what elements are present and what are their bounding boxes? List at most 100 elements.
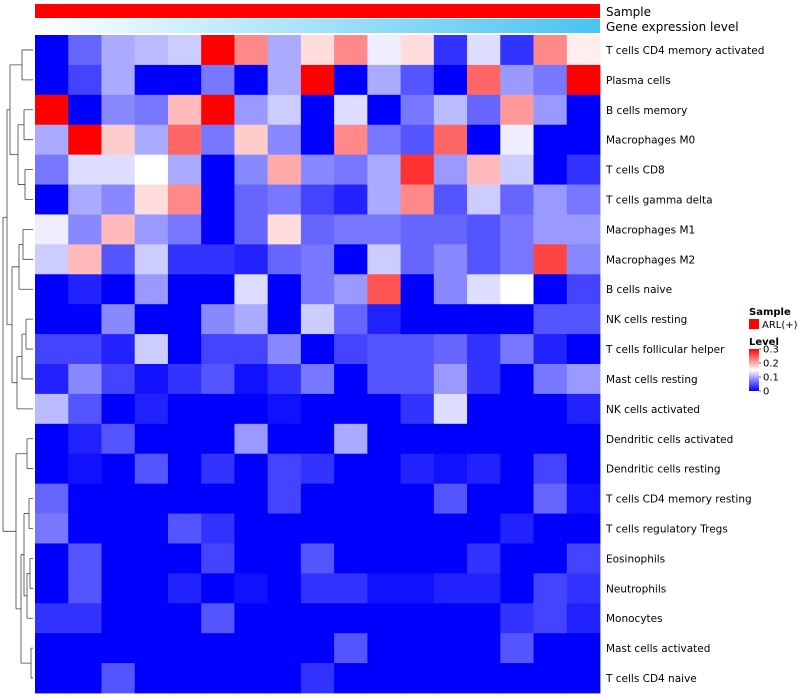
heatmap-cell	[467, 64, 501, 96]
heatmap-cell	[201, 35, 235, 66]
heatmap-cell	[68, 334, 102, 365]
heatmap-cell	[533, 573, 568, 604]
heatmap-cell	[566, 274, 601, 305]
heatmap-cell	[101, 154, 136, 185]
heatmap-cell	[134, 603, 169, 634]
heatmap-cell	[433, 573, 468, 604]
heatmap-cell	[533, 603, 568, 634]
heatmap-cell	[533, 453, 568, 485]
heatmap-cell	[101, 483, 136, 514]
legend: Sample ARL(+) Level 0.3 0.2 0.1 0	[749, 307, 798, 398]
heatmap-cell	[533, 64, 568, 96]
heatmap-cell	[533, 35, 568, 66]
heatmap-cell	[467, 184, 501, 215]
row-label: NK cells activated	[606, 404, 700, 416]
heatmap-cell	[467, 573, 501, 604]
heatmap-cell	[35, 663, 69, 694]
heatmap-cell	[134, 304, 169, 335]
heatmap-cell	[367, 543, 401, 574]
heatmap-cell	[68, 154, 102, 185]
heatmap-cell	[167, 214, 202, 245]
heatmap-cell	[201, 274, 235, 305]
heatmap-cell	[167, 633, 202, 664]
heatmap-cell	[433, 423, 468, 455]
row-label: T cells CD4 memory activated	[605, 45, 764, 57]
heatmap-cell	[334, 214, 368, 245]
heatmap-cell	[433, 543, 468, 574]
heatmap-cell	[35, 214, 69, 245]
heatmap-cell	[467, 453, 501, 485]
row-dendrogram	[2, 49, 33, 679]
heatmap-cell	[500, 633, 534, 664]
heatmap-cell	[533, 663, 568, 694]
heatmap-cell	[234, 35, 269, 66]
heatmap-cell	[234, 94, 269, 126]
heatmap-cell	[234, 603, 269, 634]
heatmap-cell	[334, 483, 368, 514]
heatmap-cell	[35, 573, 69, 604]
heatmap-cell	[101, 453, 136, 485]
heatmap-cell	[234, 64, 269, 96]
heatmap-cell	[300, 453, 335, 485]
heatmap-cell	[201, 214, 235, 245]
heatmap-cell	[566, 543, 601, 574]
heatmap-cell	[334, 633, 368, 664]
heatmap-cell	[35, 244, 69, 275]
heatmap-cell	[234, 633, 269, 664]
heatmap-cell	[566, 214, 601, 245]
heatmap-cell	[334, 663, 368, 694]
heatmap-cell	[134, 364, 169, 395]
heatmap-cell	[500, 64, 534, 96]
heatmap-cell	[201, 423, 235, 455]
dendrogram-branch	[15, 453, 27, 610]
heatmap-cell	[566, 304, 601, 335]
heatmap-cell	[134, 633, 169, 664]
heatmap-cell	[234, 124, 269, 156]
row-label: T cells CD4 memory resting	[605, 494, 752, 506]
heatmap-cell	[68, 453, 102, 485]
heatmap-cell	[68, 423, 102, 455]
row-label: T cells gamma delta	[605, 195, 713, 207]
heatmap-cell	[167, 543, 202, 574]
heatmap-cell	[167, 35, 202, 66]
legend-tick-label: 0	[763, 387, 769, 398]
heatmap-cell	[300, 573, 335, 604]
heatmap-cell	[201, 543, 235, 574]
heatmap-cell	[134, 543, 169, 574]
heatmap-cell	[35, 304, 69, 335]
heatmap-cell	[367, 214, 401, 245]
heatmap-cell	[201, 393, 235, 425]
heatmap-cell	[68, 543, 102, 574]
heatmap-cell	[167, 124, 202, 156]
heatmap-cell	[400, 214, 435, 245]
heatmap-cell	[433, 483, 468, 514]
heatmap-cell	[300, 184, 335, 215]
heatmap-cell	[334, 334, 368, 365]
heatmap-cell	[367, 633, 401, 664]
heatmap-cell	[566, 154, 601, 185]
heatmap-cell	[300, 633, 335, 664]
heatmap-cell	[167, 573, 202, 604]
heatmap-cell	[500, 364, 534, 395]
heatmap-cell	[234, 304, 269, 335]
heatmap-cell	[400, 334, 435, 365]
heatmap-cell	[267, 184, 302, 215]
heatmap-cell	[68, 214, 102, 245]
heatmap-cell	[500, 35, 534, 66]
row-label: Monocytes	[606, 613, 663, 625]
heatmap-cell	[201, 603, 235, 634]
heatmap-cell	[167, 94, 202, 126]
heatmap-cell	[400, 663, 435, 694]
heatmap-cell	[300, 64, 335, 96]
heatmap-cell	[234, 483, 269, 514]
heatmap-cell	[300, 35, 335, 66]
heatmap-cell	[300, 603, 335, 634]
heatmap-cell	[201, 94, 235, 126]
heatmap-cell	[433, 513, 468, 544]
heatmap-cell	[433, 154, 468, 185]
heatmap-cell	[500, 334, 534, 365]
heatmap-cell	[101, 393, 136, 425]
heatmap-cell	[68, 663, 102, 694]
